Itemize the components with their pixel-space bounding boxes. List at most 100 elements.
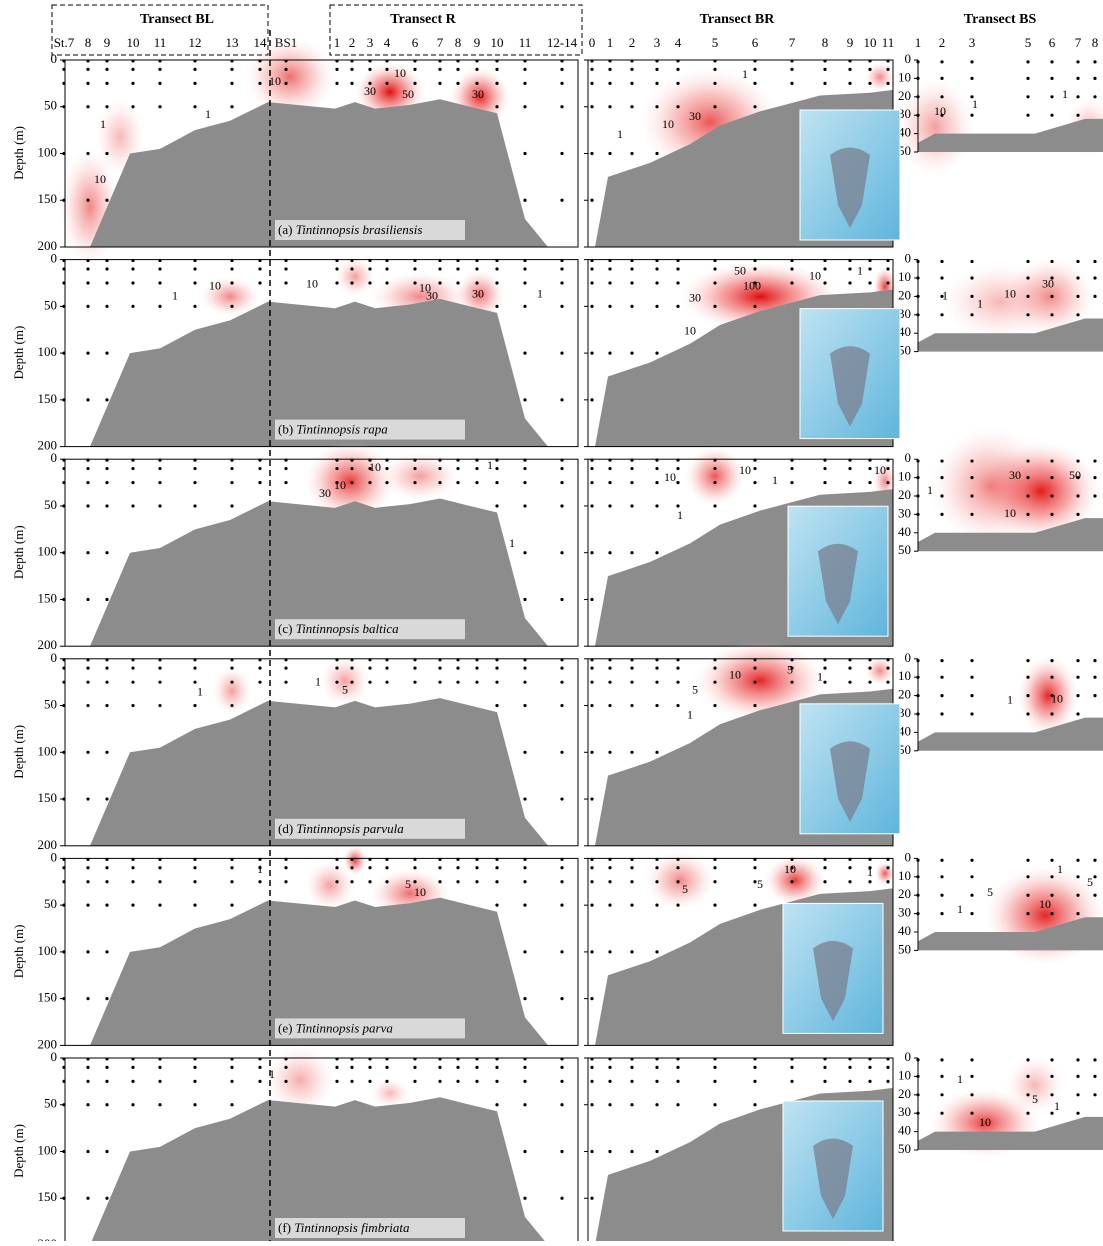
sample-point bbox=[131, 1103, 135, 1107]
sample-point bbox=[523, 67, 527, 71]
sample-point bbox=[590, 398, 594, 402]
contour-label: 10 bbox=[664, 470, 676, 484]
sample-point bbox=[630, 281, 634, 285]
sample-point bbox=[753, 281, 757, 285]
sample-point bbox=[848, 1065, 852, 1069]
sample-point bbox=[258, 281, 262, 285]
sample-point bbox=[970, 1111, 974, 1115]
sample-point bbox=[230, 703, 234, 708]
sample-point bbox=[368, 81, 372, 85]
sample-point bbox=[1076, 313, 1080, 317]
sample-point bbox=[1076, 512, 1080, 517]
sample-point bbox=[495, 703, 499, 708]
sample-point bbox=[105, 67, 109, 71]
sample-point bbox=[495, 81, 499, 85]
sample-point bbox=[86, 151, 90, 156]
sample-point bbox=[970, 1058, 974, 1062]
sample-point bbox=[970, 659, 974, 663]
abundance-patch bbox=[1005, 1055, 1065, 1115]
sample-point bbox=[335, 680, 339, 684]
sample-point bbox=[713, 1079, 717, 1083]
sample-point bbox=[868, 81, 872, 85]
sample-point bbox=[590, 866, 594, 870]
sample-point bbox=[560, 67, 564, 71]
sample-point bbox=[523, 997, 527, 1001]
panel-letter: (c) bbox=[278, 621, 292, 636]
depth-tick-label: 10 bbox=[898, 469, 911, 484]
sample-point bbox=[630, 703, 634, 708]
sample-point bbox=[1093, 1058, 1097, 1062]
ciliate-cell bbox=[813, 940, 853, 1022]
station-label: 0 bbox=[589, 35, 596, 50]
depth-tick-label: 50 bbox=[898, 742, 911, 757]
transect-title: Transect R bbox=[390, 12, 456, 27]
sample-point bbox=[158, 480, 162, 485]
sample-point bbox=[608, 81, 612, 85]
species-name: Tintinnopsis rapa bbox=[296, 422, 388, 437]
sample-point bbox=[790, 480, 794, 485]
sample-point bbox=[385, 1065, 389, 1069]
sample-point bbox=[105, 703, 109, 708]
sample-point bbox=[86, 1103, 90, 1107]
sample-point bbox=[790, 81, 794, 85]
sample-point bbox=[655, 67, 659, 71]
sample-point bbox=[284, 281, 288, 285]
sample-point bbox=[258, 880, 262, 884]
sample-point bbox=[230, 1065, 234, 1069]
sample-point bbox=[131, 504, 135, 508]
sample-point bbox=[385, 81, 389, 85]
depth-tick-label: 40 bbox=[898, 125, 911, 140]
sample-point bbox=[158, 67, 162, 71]
sample-point bbox=[676, 703, 680, 708]
sample-point bbox=[655, 81, 659, 85]
sample-point bbox=[105, 151, 109, 156]
sample-point bbox=[655, 105, 659, 109]
station-label: 2 bbox=[349, 35, 356, 50]
depth-tick-label: 20 bbox=[898, 687, 911, 702]
sample-point bbox=[86, 1079, 90, 1083]
sample-point bbox=[158, 903, 162, 907]
sample-point bbox=[475, 466, 479, 471]
sample-point bbox=[258, 680, 262, 684]
sample-point bbox=[385, 480, 389, 485]
sample-point bbox=[105, 1149, 109, 1154]
sample-point bbox=[560, 105, 564, 109]
sample-point bbox=[1026, 313, 1030, 317]
contour-label: 30 bbox=[426, 288, 438, 302]
sample-point bbox=[1076, 476, 1080, 480]
sample-point bbox=[86, 997, 90, 1001]
sample-point bbox=[655, 480, 659, 485]
species-name: Tintinnopsis parvula bbox=[296, 821, 404, 836]
sample-point bbox=[676, 480, 680, 485]
sample-point bbox=[823, 466, 827, 471]
sample-point bbox=[350, 81, 354, 85]
sample-point bbox=[284, 1065, 288, 1069]
sample-point bbox=[1093, 893, 1097, 897]
contour-label: 1 bbox=[957, 902, 963, 916]
sample-point bbox=[970, 912, 974, 916]
sample-point bbox=[335, 267, 339, 271]
station-label: 2 bbox=[939, 35, 946, 50]
sample-point bbox=[655, 680, 659, 684]
sample-point bbox=[230, 105, 234, 109]
depth-tick-label: 200 bbox=[38, 438, 58, 453]
seafloor bbox=[918, 518, 1103, 552]
abundance-patch bbox=[645, 850, 715, 911]
sample-point bbox=[560, 551, 564, 555]
sample-point bbox=[970, 95, 974, 99]
sample-point bbox=[676, 1065, 680, 1069]
sample-point bbox=[590, 267, 594, 271]
sample-point bbox=[1093, 476, 1097, 480]
sample-point bbox=[676, 866, 680, 870]
sample-point bbox=[823, 281, 827, 285]
sample-point bbox=[940, 512, 944, 517]
depth-tick-label: 0 bbox=[905, 650, 912, 665]
sample-point bbox=[193, 703, 197, 708]
sample-point bbox=[1076, 95, 1080, 99]
abundance-patch bbox=[765, 855, 825, 906]
sample-point bbox=[523, 950, 527, 954]
sample-point bbox=[368, 666, 372, 670]
bl-box bbox=[51, 4, 269, 56]
panel-letter: (e) bbox=[278, 1020, 292, 1035]
sample-point bbox=[823, 81, 827, 85]
